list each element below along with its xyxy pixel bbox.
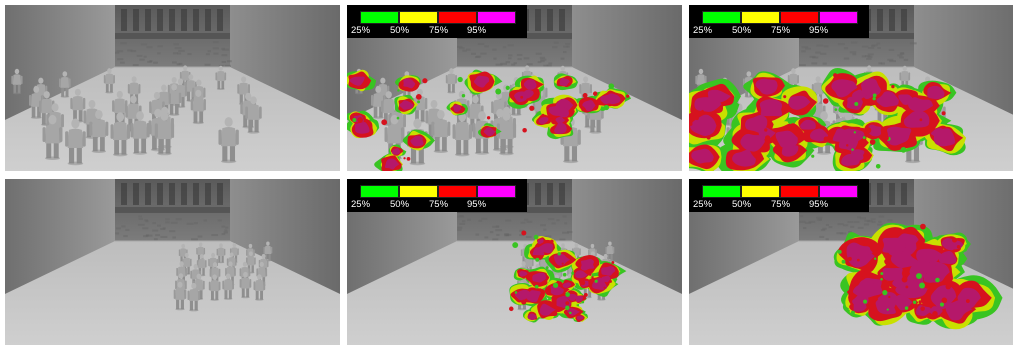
legend-swatch — [780, 11, 819, 24]
room-scene — [5, 5, 340, 171]
legend-swatch — [702, 185, 741, 198]
legend-label: 75% — [429, 199, 449, 210]
crowd-figures — [173, 241, 273, 312]
density-heatmap — [347, 69, 632, 171]
legend-swatch — [780, 185, 819, 198]
scene-render — [5, 5, 340, 171]
legend-swatch — [819, 11, 858, 24]
legend-swatch — [360, 185, 399, 198]
legend-label: 75% — [429, 25, 449, 36]
color-legend: 25% 50% 75% 95% — [347, 5, 527, 38]
figure-grid: 25% 50% 75% 95% 25% 50% 75% 95% 25% 50% 75% 95% 2… — [5, 5, 1013, 345]
room-scene — [5, 179, 340, 345]
panel-bottom-right-heatmap: 25% 50% 75% 95% — [689, 179, 1013, 345]
legend-label: 50% — [390, 199, 410, 210]
scene-render — [5, 179, 340, 345]
legend-swatch — [399, 11, 438, 24]
legend-swatch — [477, 185, 516, 198]
legend-label: 50% — [732, 25, 752, 36]
scene-render — [689, 179, 1013, 345]
legend-swatch — [741, 185, 780, 198]
legend-label: 95% — [809, 199, 829, 210]
legend-swatch — [819, 185, 858, 198]
legend-label: 50% — [732, 199, 752, 210]
legend-label: 95% — [467, 199, 487, 210]
legend-swatch — [399, 185, 438, 198]
legend-swatch — [438, 185, 477, 198]
density-heatmap — [833, 222, 1003, 330]
color-legend: 25% 50% 75% 95% — [689, 5, 869, 38]
panel-bottom-left-crowd — [5, 179, 340, 345]
density-heatmap — [689, 68, 967, 171]
scene-render — [689, 5, 1013, 171]
legend-swatch — [741, 11, 780, 24]
legend-swatch — [438, 11, 477, 24]
crowd-figures — [11, 65, 262, 166]
legend-label: 95% — [467, 25, 487, 36]
legend-swatch — [702, 11, 741, 24]
panel-bottom-middle-heatmap: 25% 50% 75% 95% — [347, 179, 682, 345]
legend-label: 25% — [351, 199, 371, 210]
legend-label: 25% — [693, 25, 713, 36]
legend-label: 75% — [771, 25, 791, 36]
legend-label: 95% — [809, 25, 829, 36]
legend-swatch — [360, 11, 399, 24]
panel-top-left-crowd — [5, 5, 340, 171]
legend-label: 25% — [351, 25, 371, 36]
legend-label: 75% — [771, 199, 791, 210]
density-heatmap — [509, 230, 627, 323]
color-legend: 25% 50% 75% 95% — [689, 179, 869, 212]
legend-swatch — [477, 11, 516, 24]
color-legend: 25% 50% 75% 95% — [347, 179, 527, 212]
panel-top-middle-heatmap: 25% 50% 75% 95% — [347, 5, 682, 171]
panel-top-right-heatmap: 25% 50% 75% 95% — [689, 5, 1013, 171]
legend-label: 25% — [693, 199, 713, 210]
legend-label: 50% — [390, 25, 410, 36]
